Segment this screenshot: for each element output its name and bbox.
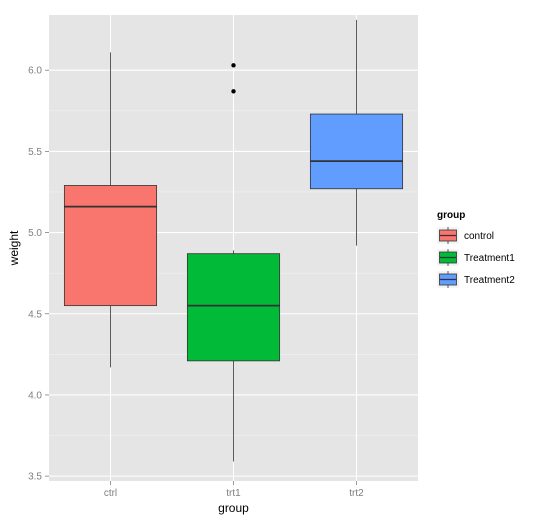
- y-tick-label: 3.5: [28, 472, 42, 483]
- legend-key: [436, 270, 460, 289]
- box-iqr: [186, 253, 281, 362]
- legend-label: Treatment1: [464, 253, 515, 264]
- box-trt1: [186, 63, 281, 462]
- x-axis: ctrl trt1 trt2: [104, 481, 364, 499]
- y-tick-label: 4.0: [28, 390, 42, 401]
- legend-key: [436, 248, 460, 267]
- outlier-point: [231, 89, 236, 94]
- legend-title: group: [437, 210, 465, 221]
- legend: group control Treatment1 Treatment2: [436, 210, 515, 289]
- box-iqr: [309, 113, 404, 190]
- y-tick-label: 6.0: [28, 66, 42, 77]
- y-tick-label: 5.5: [28, 147, 42, 158]
- x-tick-label: ctrl: [104, 488, 117, 499]
- x-axis-title: group: [218, 501, 249, 515]
- y-tick-label: 4.5: [28, 309, 42, 320]
- legend-label: control: [464, 231, 494, 242]
- box-series: [63, 19, 404, 462]
- x-tick-label: trt2: [349, 488, 364, 499]
- y-tick-label: 5.0: [28, 228, 42, 239]
- legend-label: Treatment2: [464, 275, 515, 286]
- y-axis: 3.5 4.0 4.5 5.0 5.5 6.0: [28, 66, 49, 483]
- box-iqr: [63, 185, 158, 307]
- y-axis-title: weight: [7, 230, 21, 266]
- outlier-point: [231, 63, 236, 68]
- x-tick-label: trt1: [226, 488, 241, 499]
- box-ctrl: [63, 52, 158, 368]
- legend-key: [436, 226, 460, 245]
- box-trt2: [309, 19, 404, 246]
